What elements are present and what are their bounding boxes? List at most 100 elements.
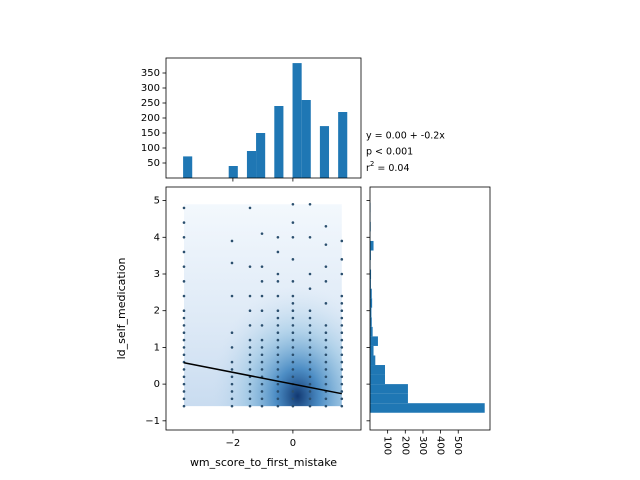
scatter-point xyxy=(248,294,252,298)
scatter-point xyxy=(308,272,312,276)
y-tick-label: 250 xyxy=(141,98,160,109)
scatter-point xyxy=(308,353,312,357)
scatter-point xyxy=(248,206,252,210)
hist-bar xyxy=(319,126,330,178)
scatter-point xyxy=(248,338,252,342)
hist-bar xyxy=(370,279,371,289)
scatter-point xyxy=(324,368,328,371)
hist-bar xyxy=(370,365,385,375)
scatter-point xyxy=(291,346,295,349)
axes-frame xyxy=(165,186,362,431)
density-core xyxy=(184,204,342,407)
scatter-point xyxy=(230,382,234,386)
y-tick-label: 300 xyxy=(141,83,160,94)
x-tick-label: 400 xyxy=(435,436,446,455)
scatter-point xyxy=(340,258,344,261)
scatter-point xyxy=(340,272,344,276)
scatter-point xyxy=(291,368,295,371)
scatter-point xyxy=(308,390,312,393)
x-tick-label: −2 xyxy=(226,438,241,449)
hist-bar xyxy=(228,166,238,178)
y-tick-label: 0 xyxy=(154,379,160,390)
hist-bar xyxy=(370,269,372,280)
scatter-point xyxy=(324,404,328,408)
scatter-point xyxy=(340,239,344,243)
scatter-point xyxy=(308,375,312,379)
scatter-point xyxy=(260,309,264,313)
scatter-point xyxy=(260,265,264,268)
y-tick-label: 2 xyxy=(154,306,160,317)
x-tick-label: 300 xyxy=(417,436,428,455)
y-tick-label: 3 xyxy=(154,269,160,280)
scatter-point xyxy=(276,316,280,320)
scatter-point xyxy=(324,360,328,364)
scatter-point xyxy=(260,360,264,364)
scatter-point xyxy=(276,404,280,408)
scatter-point xyxy=(308,235,312,239)
scatter-point xyxy=(260,390,264,393)
scatter-point xyxy=(324,302,328,305)
scatter-point xyxy=(291,258,295,261)
y-tick-label: 350 xyxy=(141,68,160,79)
scatter-point xyxy=(291,302,295,305)
scatter-point xyxy=(291,294,295,298)
scatter-point xyxy=(230,397,234,401)
y-tick-label: 4 xyxy=(154,232,160,243)
scatter-point xyxy=(182,331,186,335)
scatter-point xyxy=(182,390,186,393)
scatter-point xyxy=(308,368,312,371)
scatter-point xyxy=(182,309,186,313)
scatter-point xyxy=(182,280,186,283)
scatter-point xyxy=(324,243,328,246)
x-tick-label: 0 xyxy=(290,438,296,449)
scatter-point xyxy=(308,338,312,342)
scatter-point xyxy=(291,221,295,224)
hist-bar xyxy=(246,151,257,178)
scatter-point xyxy=(324,280,328,283)
scatter-point xyxy=(291,397,295,401)
scatter-point xyxy=(340,390,344,393)
scatter-point xyxy=(340,324,344,327)
r2-value: = 0.04 xyxy=(377,163,409,174)
scatter-point xyxy=(340,375,344,379)
scatter-point xyxy=(340,294,344,298)
scatter-point xyxy=(248,397,252,401)
scatter-point xyxy=(291,309,295,313)
hist-bar xyxy=(370,317,372,327)
scatter-point xyxy=(324,224,328,228)
scatter-point xyxy=(248,360,252,364)
scatter-point xyxy=(230,390,234,393)
scatter-point xyxy=(324,353,328,357)
scatter-point xyxy=(230,404,234,408)
scatter-point xyxy=(182,368,186,371)
scatter-point xyxy=(248,404,252,408)
scatter-point xyxy=(230,294,234,298)
hist-bar xyxy=(292,63,302,178)
x-tick-label: 500 xyxy=(452,436,463,455)
scatter-point xyxy=(308,397,312,401)
scatter-point xyxy=(182,221,186,224)
scatter-point xyxy=(230,331,234,335)
scatter-point xyxy=(291,375,295,379)
stat-annotation: r2 = 0.04 xyxy=(366,160,410,174)
scatter-point xyxy=(308,287,312,290)
y-tick-label: 1 xyxy=(154,342,160,353)
hist-bar xyxy=(370,384,408,394)
scatter-point xyxy=(182,235,186,239)
scatter-point xyxy=(324,338,328,342)
scatter-point xyxy=(260,294,264,298)
hist-bar xyxy=(370,345,374,356)
hist-bar xyxy=(370,288,372,299)
scatter-point xyxy=(291,316,295,320)
scatter-point xyxy=(248,324,252,327)
scatter-point xyxy=(276,294,280,298)
x-tick-label: 100 xyxy=(382,436,393,455)
scatter-point xyxy=(340,302,344,305)
scatter-point xyxy=(248,309,252,313)
scatter-point xyxy=(324,375,328,379)
scatter-point xyxy=(276,309,280,313)
scatter-point xyxy=(260,353,264,357)
scatter-point xyxy=(276,346,280,349)
scatter-point xyxy=(276,338,280,342)
